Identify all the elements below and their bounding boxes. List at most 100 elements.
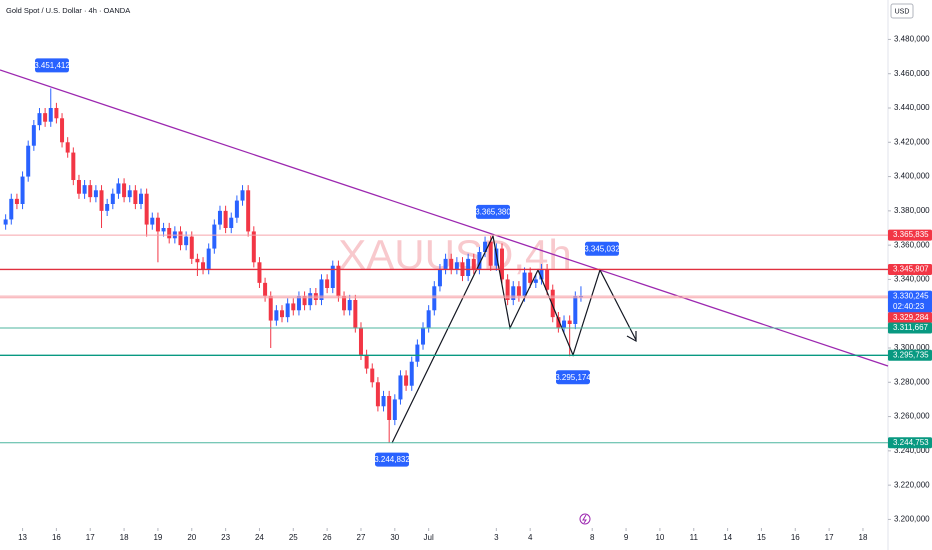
y-tick-label: 3.440,000 [894,103,930,112]
price-callout-label: 3.295,174 [555,373,591,382]
event-bolt [582,514,587,524]
level-label-box [888,349,932,361]
candle-body [263,282,268,297]
x-tick-label: 4 [528,533,533,542]
y-tick-label: 3.360,000 [894,240,930,249]
candle-body [88,185,93,198]
candle-body [212,224,217,249]
candle-body [499,248,504,280]
candle-body [54,108,59,119]
candle-body [3,219,8,225]
candle-body [539,269,544,280]
candle-body [82,185,87,194]
candle-body [398,375,403,400]
chart-title: Gold Spot / U.S. Dollar · 4h · OANDA [6,6,130,15]
candle-body [76,180,81,194]
candle-body [550,289,555,318]
price-callout [556,370,590,385]
y-tick-label: 3.260,000 [894,412,930,421]
candle-body [358,327,363,355]
candle-body [105,204,110,211]
candle-body [127,190,132,198]
candle-body [449,258,454,270]
candle-body [421,327,426,345]
candle-body [370,368,375,383]
candle-body [567,320,572,324]
candle-body [528,272,533,283]
candle-body [217,210,222,225]
candle-body [516,286,521,297]
candle-body [285,303,290,318]
x-tick-label: 26 [323,533,332,542]
level-label: 3.311,667 [893,323,929,332]
currency-box[interactable] [890,3,914,19]
x-tick-label: Jul [424,533,434,542]
candle-body [336,265,341,297]
candle-body [139,193,144,204]
x-tick-label: 25 [289,533,298,542]
price-callout-label: 3.451,412 [34,61,70,70]
level-label: 3.329,284 [893,313,929,322]
y-tick-label: 3.420,000 [894,137,930,146]
x-tick-label: 16 [52,533,61,542]
candle-body [415,344,420,362]
candle-body [291,303,296,311]
trendline [0,69,889,367]
candle-body [302,296,307,306]
x-tick-label: 18 [859,533,868,542]
level-label-box [888,437,932,449]
candle-body [155,217,160,232]
candle-body [387,396,392,420]
level-label: 3.365,835 [893,230,929,239]
y-tick-label: 3.240,000 [894,446,930,455]
y-tick-label: 3.220,000 [894,480,930,489]
y-tick-label: 3.300,000 [894,343,930,352]
arrow-head [626,331,637,343]
level-label-box [888,229,932,241]
x-tick-label: 14 [723,533,732,542]
candle-body [392,399,397,420]
candle-body [184,236,189,246]
candle-body [229,217,234,228]
level-label: 3.345,807 [893,265,929,274]
countdown: 02:40:23 [893,302,925,311]
candle-body [296,296,301,311]
x-tick-label: 13 [18,533,27,542]
x-tick-label: 23 [221,533,230,542]
x-tick-label: 17 [825,533,834,542]
candle-body [319,279,324,300]
event-icon[interactable] [579,513,591,525]
candle-body [347,300,352,311]
candle-body [26,145,31,177]
level-label-box [888,290,932,313]
candle-body [144,193,149,225]
x-tick-label: 18 [120,533,129,542]
candle-body [240,190,245,201]
candle-body [43,113,48,122]
x-tick-label: 24 [255,533,264,542]
y-tick-label: 3.380,000 [894,206,930,215]
candle-body [274,310,279,321]
x-tick-label: 30 [390,533,399,542]
candle-body [454,262,459,270]
candle-body [257,262,262,283]
candle-body [122,183,127,198]
price-callout-label: 3.345,032 [584,244,620,253]
y-tick-label: 3.400,000 [894,172,930,181]
candle-body [201,262,206,270]
price-callout [585,241,619,256]
price-callout [35,58,69,73]
candle-body [9,198,14,220]
candle-body [234,200,239,218]
candle-body [195,258,200,263]
level-label-box [888,322,932,334]
candle-body [437,269,442,287]
candle-body [206,248,211,270]
candle-body [71,152,76,180]
level-label: 3.295,735 [893,350,929,359]
candle-body [178,231,183,246]
y-tick-label: 3.460,000 [894,69,930,78]
level-label-box [888,312,932,324]
